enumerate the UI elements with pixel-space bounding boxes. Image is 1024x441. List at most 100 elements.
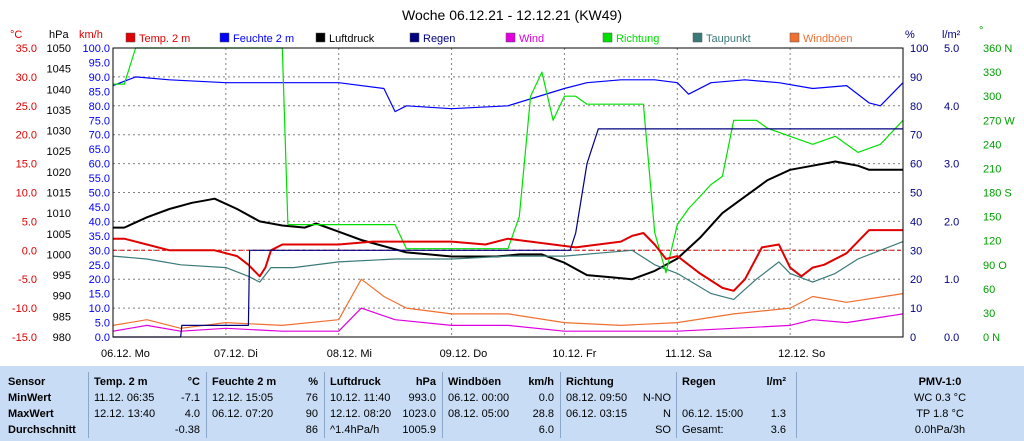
tick-label-kmh: 15.0 [89,289,110,301]
cell-regen-value: 1.3 [770,408,786,420]
cell-boeen-value: 0.0 [538,392,554,404]
panel-separator [88,372,89,438]
unit-hpa: hPa [49,29,69,41]
cell-druck-value: 993.0 [408,392,436,404]
tick-label-pct: 100 [910,43,928,55]
tick-label-hpa: 1005 [47,229,71,241]
legend-label-taupunkt: Taupunkt [706,33,751,45]
tick-label-temp: 0.0 [22,245,37,257]
legend-swatch-windboeen [789,32,800,43]
legend-swatch-wind [505,32,516,43]
cell-temp-value: 4.0 [184,408,200,420]
legend-swatch-taupunkt [692,32,703,43]
cell-regen-time: Gesamt: [682,424,724,436]
tick-label-hpa: 980 [53,332,71,344]
tick-label-kmh: 45.0 [89,202,110,214]
tick-label-pct: 50 [910,188,922,200]
tick-label-hpa: 1020 [47,167,71,179]
tick-label-lm2: 1.0 [944,274,959,286]
plot-frame [112,47,904,338]
tick-label-hpa: 1035 [47,105,71,117]
x-tick-label: 06.12. Mo [101,348,150,360]
chart-title: Woche 06.12.21 - 12.12.21 (KW49) [402,7,622,23]
tick-label-hpa: 1045 [47,64,71,76]
cell-richtung-time: 08.12. 09:50 [566,392,628,404]
tick-label-hpa: 1025 [47,146,71,158]
panel-separator [676,372,677,438]
tick-label-pct: 40 [910,216,922,228]
cell-feuchte-time: 12.12. 15:05 [212,392,274,404]
cell-feuchte-value: 86 [305,424,318,436]
cell-druck-value: 1005.9 [402,424,436,436]
tick-label-pct: 20 [910,274,922,286]
tick-label-kmh: 25.0 [89,260,110,272]
cell-boeen-time: 06.12. 00:00 [448,392,510,404]
cell-boeen-value: 6.0 [538,424,554,436]
tick-label-deg: 330 [983,67,1001,79]
series-line-richtung [113,47,904,274]
axes: 06.12. Mo 07.12. Di 08.12. Mi 09.12. Do 10.1… [12,43,1015,360]
cell-temp-value: -0.38 [174,424,200,436]
cell-pmv: 0.0hPa/3h [914,424,966,436]
cell-druck-value: 1023.0 [402,408,436,420]
cell-pmv: WC 0.3 °C [913,392,967,404]
tick-label-deg: 60 [983,284,995,296]
tick-label-hpa: 995 [53,270,71,282]
tick-label-hpa: 1030 [47,126,71,138]
stats-panel: Sensor Temp. 2 m °C Feuchte 2 m% Luftdruck hP… [0,366,1024,441]
tick-label-hpa: 985 [53,311,71,323]
x-tick-label: 07.12. Di [214,348,258,360]
tick-label-deg: 210 [983,163,1001,175]
tick-label-temp: -10.0 [12,303,37,315]
cell-regen-value: 3.6 [770,424,786,436]
tick-label-deg: 120 [983,236,1001,248]
tick-label-temp: 35.0 [16,43,37,55]
tick-label-deg: 90 O [983,260,1007,272]
tick-label-kmh: 20.0 [89,274,110,286]
header-unit-1: °C [187,376,200,388]
series-line-regen [113,128,903,338]
x-tick-label: 08.12. Mi [327,348,372,360]
series-layer [112,47,904,338]
tick-label-hpa: 1040 [47,84,71,96]
legend-label-wind: Wind [519,33,544,45]
tick-label-deg: 300 [983,91,1001,103]
tick-label-kmh: 0.0 [95,332,110,344]
tick-label-deg: 270 W [983,115,1015,127]
tick-label-temp: 5.0 [22,216,37,228]
tick-label-deg: 180 S [983,188,1012,200]
tick-label-lm2: 2.0 [944,216,959,228]
cell-richtung-value: N-NO [642,392,671,404]
tick-label-temp: -15.0 [12,332,37,344]
cell-druck-time: 10.12. 11:40 [330,392,391,404]
header-5: Richtung [566,376,614,388]
legend-label-temp: Temp. 2 m [139,33,190,45]
tick-label-kmh: 75.0 [89,115,110,127]
header-unit-4: km/h [528,376,554,388]
panel-separator [560,372,561,438]
cell-temp-value: -7.1 [181,392,200,404]
tick-label-deg: 0 N [983,332,1000,344]
x-tick-label: 09.12. Do [440,348,488,360]
unit-temp: °C [10,29,22,41]
legend-swatch-regen [409,32,420,43]
tick-label-kmh: 55.0 [89,173,110,185]
legend-swatch-temp [125,32,136,43]
tick-label-lm2: 0.0 [944,332,959,344]
cell-richtung-value: N [663,408,671,420]
cell-regen-time: 06.12. 15:00 [682,408,744,420]
cell-temp-time: 11.12. 06:35 [94,392,155,404]
panel-separator [324,372,325,438]
tick-label-pct: 60 [910,159,922,171]
tick-label-pct: 0 [910,332,916,344]
tick-label-kmh: 40.0 [89,216,110,228]
x-tick-label: 12.12. So [778,348,825,360]
tick-label-temp: 15.0 [16,159,37,171]
tick-label-deg: 30 [983,308,995,320]
tick-label-temp: -5.0 [18,274,37,286]
header-unit-6: l/m² [766,376,786,388]
tick-label-lm2: 3.0 [944,159,959,171]
tick-label-lm2: 4.0 [944,101,959,113]
tick-label-pct: 70 [910,130,922,142]
x-tick-label: 11.12. Sa [665,348,712,360]
